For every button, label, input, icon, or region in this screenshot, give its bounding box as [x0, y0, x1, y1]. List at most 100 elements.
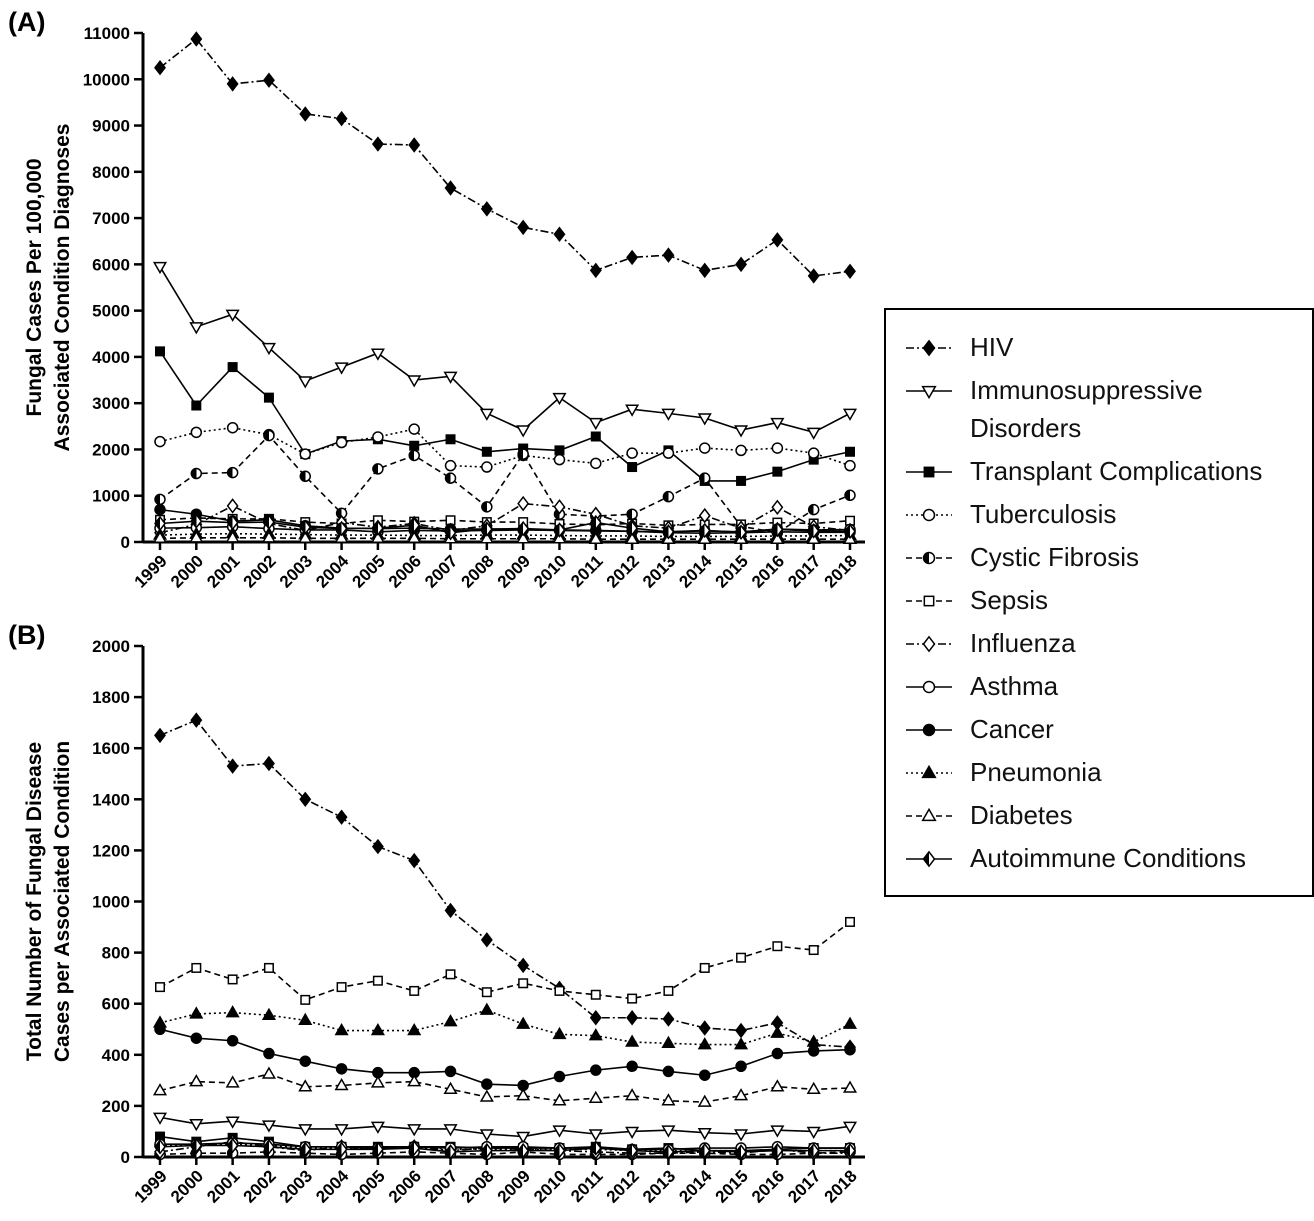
- marker: [407, 530, 422, 544]
- y-tick-label: 800: [102, 944, 130, 963]
- marker: [372, 463, 384, 475]
- marker: [517, 495, 530, 512]
- marker: [407, 375, 422, 388]
- marker: [922, 723, 936, 737]
- y-tick-label: 3000: [92, 394, 130, 413]
- marker: [261, 1007, 276, 1020]
- marker: [771, 499, 784, 516]
- legend-label: Diabetes: [970, 800, 1073, 830]
- marker: [922, 339, 936, 357]
- marker: [407, 1124, 422, 1137]
- marker: [480, 932, 493, 948]
- marker: [155, 346, 165, 357]
- marker: [443, 1124, 458, 1137]
- marker: [661, 1093, 676, 1106]
- marker: [152, 1015, 168, 1028]
- marker: [190, 712, 203, 728]
- x-tick-label: 2015: [712, 1166, 752, 1206]
- x-tick-label: 2001: [203, 1166, 243, 1206]
- x-tick-label: 2009: [494, 1166, 534, 1206]
- y-tick-label: 1000: [92, 487, 130, 506]
- legend-entry: Asthma: [904, 667, 1304, 705]
- marker: [921, 764, 937, 779]
- marker: [408, 423, 420, 435]
- y-tick-label: 9000: [92, 117, 130, 136]
- x-tick-label: 2013: [639, 551, 679, 591]
- marker: [335, 1141, 348, 1158]
- marker: [336, 982, 347, 993]
- marker: [554, 445, 565, 456]
- marker: [736, 952, 747, 963]
- x-tick-label: 2007: [421, 1166, 461, 1206]
- marker: [225, 1116, 240, 1129]
- x-tick-label: 2008: [457, 551, 497, 591]
- marker: [662, 1144, 675, 1160]
- legend-entry: Immunosuppressive Disorders: [904, 371, 1304, 447]
- marker: [772, 941, 783, 952]
- marker: [922, 635, 936, 653]
- marker: [408, 449, 420, 462]
- x-tick-label: 2018: [821, 551, 861, 591]
- legend-label: Transplant Complications: [970, 456, 1263, 486]
- y-axis-label: Fungal Cases Per 100,000: [23, 159, 46, 417]
- series-line: [159, 1009, 851, 1046]
- marker: [299, 470, 312, 483]
- marker: [444, 472, 457, 484]
- marker: [588, 1090, 603, 1103]
- legend-swatch: [906, 680, 952, 694]
- marker: [626, 447, 638, 459]
- legend-entry: Cystic Fibrosis: [904, 538, 1304, 576]
- marker: [807, 523, 820, 539]
- marker: [263, 429, 275, 442]
- marker: [335, 520, 348, 537]
- marker: [553, 226, 566, 243]
- marker: [225, 530, 240, 543]
- marker: [445, 969, 456, 980]
- marker: [225, 1075, 240, 1088]
- marker: [481, 461, 493, 473]
- series-line: [159, 426, 851, 468]
- marker: [335, 436, 348, 449]
- marker: [662, 1011, 675, 1027]
- marker: [189, 1074, 204, 1087]
- marker: [552, 1093, 567, 1106]
- marker: [370, 530, 385, 544]
- marker: [922, 680, 936, 694]
- marker: [227, 974, 238, 985]
- legend-swatch: [906, 807, 952, 822]
- marker: [771, 521, 784, 538]
- marker: [625, 1034, 640, 1047]
- series-line: [160, 1142, 850, 1151]
- legend-swatch: [906, 508, 952, 522]
- series-line: [159, 1116, 851, 1138]
- marker: [261, 1120, 276, 1133]
- panel-title: (A): [8, 7, 45, 37]
- x-tick-label: 2010: [530, 551, 570, 591]
- x-tick-label: 2011: [567, 551, 607, 591]
- x-tick-label: 2009: [494, 551, 534, 591]
- marker: [626, 1142, 639, 1159]
- series-line: [159, 1073, 851, 1103]
- x-tick-label: 2015: [712, 551, 752, 591]
- x-tick-label: 2010: [530, 1166, 570, 1206]
- series-line: [159, 517, 851, 527]
- marker: [480, 1142, 493, 1159]
- y-tick-label: 2000: [92, 440, 130, 459]
- marker: [371, 1141, 384, 1158]
- series-line: [159, 1028, 851, 1087]
- y-tick-label: 1800: [92, 688, 130, 707]
- marker: [479, 1129, 494, 1142]
- marker: [662, 247, 675, 263]
- marker: [190, 1032, 203, 1044]
- marker: [189, 530, 204, 543]
- marker: [735, 1060, 747, 1073]
- marker: [334, 1077, 349, 1091]
- legend-label: Pneumonia: [970, 757, 1102, 787]
- y-tick-label: 1600: [92, 739, 130, 758]
- marker: [299, 106, 312, 122]
- marker: [517, 219, 530, 236]
- marker: [627, 462, 638, 473]
- marker: [845, 916, 855, 927]
- y-tick-label: 0: [121, 1148, 130, 1167]
